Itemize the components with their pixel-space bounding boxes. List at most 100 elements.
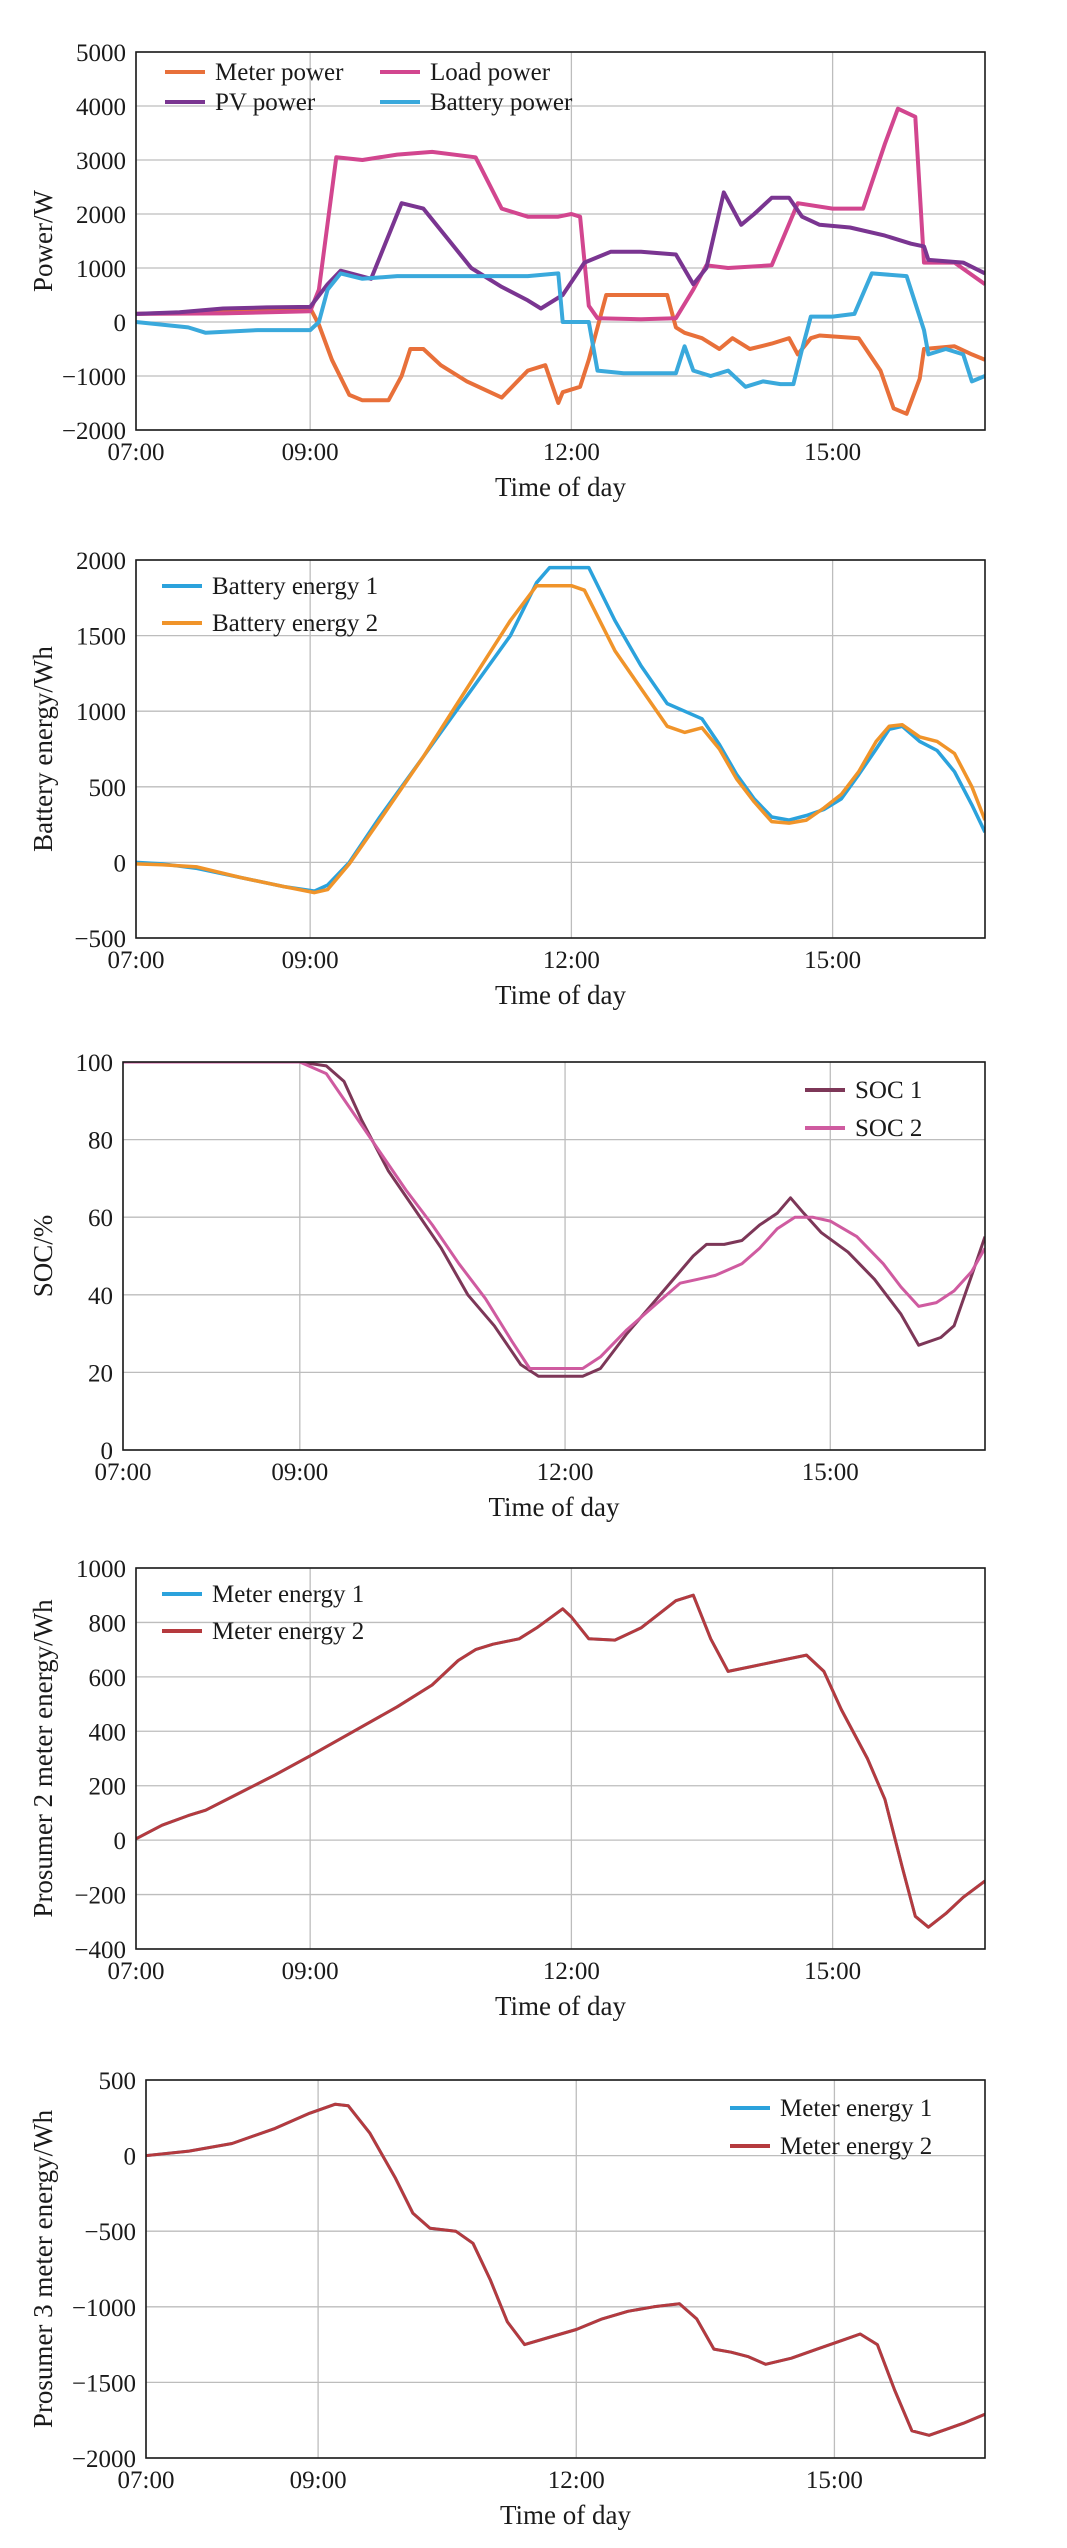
y-tick-label: 600 bbox=[89, 1665, 127, 1692]
series-line-battery-energy-2 bbox=[136, 583, 985, 895]
x-tick-label: 09:00 bbox=[282, 947, 339, 974]
y-axis-label: Prosumer 3 meter energy/Wh bbox=[28, 2109, 58, 2428]
y-tick-label: 400 bbox=[89, 1719, 127, 1746]
y-tick-label: −1500 bbox=[72, 2370, 136, 2397]
legend-label: Meter energy 1 bbox=[780, 2095, 932, 2122]
series-line-soc-1 bbox=[123, 1062, 985, 1378]
y-tick-label: 0 bbox=[101, 1438, 114, 1465]
y-tick-label: −500 bbox=[74, 926, 126, 953]
x-tick-label: 15:00 bbox=[802, 1459, 859, 1486]
y-tick-label: 2000 bbox=[76, 202, 126, 229]
x-tick-label: 15:00 bbox=[804, 1958, 861, 1985]
y-tick-label: 1000 bbox=[76, 1556, 126, 1583]
series-line-meter-power bbox=[136, 293, 985, 416]
chart-3: 100 80 60 40 20 007:00 09:00 12:00 15:00 Time of … bbox=[28, 1050, 986, 1522]
y-tick-label: 1500 bbox=[76, 624, 126, 651]
y-tick-label: 500 bbox=[89, 775, 127, 802]
legend-label: PV power bbox=[215, 89, 316, 116]
series-line-battery-power bbox=[136, 271, 985, 389]
legend-label: Meter energy 2 bbox=[212, 1618, 364, 1645]
y-tick-label: 800 bbox=[89, 1610, 127, 1637]
y-axis-label: Prosumer 2 meter energy/Wh bbox=[28, 1599, 58, 1918]
series-line-load-power bbox=[136, 106, 985, 322]
y-axis-label: Power/W bbox=[28, 190, 58, 292]
y-tick-label: 2000 bbox=[76, 548, 126, 575]
x-axis-label: Time of day bbox=[495, 472, 627, 502]
y-tick-label: −200 bbox=[74, 1883, 126, 1910]
x-axis-label: Time of day bbox=[500, 2500, 632, 2530]
y-tick-label: −1000 bbox=[72, 2295, 136, 2322]
series-line-meter-energy-2 bbox=[146, 2102, 985, 2437]
legend-label: Meter energy 1 bbox=[212, 1581, 364, 1608]
x-tick-label: 07:00 bbox=[118, 2467, 175, 2494]
y-axis-label: SOC/% bbox=[28, 1215, 58, 1298]
y-tick-label: 0 bbox=[114, 310, 127, 337]
x-axis-label: Time of day bbox=[495, 980, 627, 1010]
y-tick-label: 4000 bbox=[76, 94, 126, 121]
x-axis-label: Time of day bbox=[488, 1492, 620, 1522]
series-line-meter-energy-1 bbox=[136, 1593, 985, 1929]
legend-label: SOC 2 bbox=[855, 1115, 922, 1142]
plot-frame bbox=[135, 1567, 986, 1950]
x-tick-label: 07:00 bbox=[108, 439, 165, 466]
legend-label: Battery energy 1 bbox=[212, 573, 378, 600]
legend: Meter power Load power PV power Battery pow… bbox=[165, 59, 573, 116]
series-line-soc-2 bbox=[123, 1062, 985, 1370]
x-tick-label: 12:00 bbox=[543, 947, 600, 974]
y-tick-label: 500 bbox=[99, 2068, 137, 2095]
y-axis-label: Battery energy/Wh bbox=[28, 646, 58, 852]
y-tick-label: 60 bbox=[88, 1205, 113, 1232]
y-tick-label: 0 bbox=[114, 850, 127, 877]
x-tick-label: 09:00 bbox=[282, 1958, 339, 1985]
x-tick-label: 07:00 bbox=[108, 1958, 165, 1985]
legend-label: Load power bbox=[430, 59, 551, 86]
x-tick-label: 12:00 bbox=[537, 1459, 594, 1486]
legend-label: SOC 1 bbox=[855, 1077, 922, 1104]
y-tick-label: 0 bbox=[114, 1828, 127, 1855]
x-tick-label: 07:00 bbox=[95, 1459, 152, 1486]
y-tick-label: 20 bbox=[88, 1360, 113, 1387]
x-tick-label: 07:00 bbox=[108, 947, 165, 974]
legend-label: Battery energy 2 bbox=[212, 610, 378, 637]
y-tick-label: −500 bbox=[84, 2219, 136, 2246]
series-line-meter-energy-2 bbox=[136, 1593, 985, 1929]
legend-label: Battery power bbox=[430, 89, 573, 116]
legend-label: Meter energy 2 bbox=[780, 2133, 932, 2160]
y-tick-label: 1000 bbox=[76, 699, 126, 726]
plot-frame bbox=[145, 2079, 986, 2459]
legend: Battery energy 1 Battery energy 2 bbox=[162, 573, 378, 637]
y-tick-label: 3000 bbox=[76, 148, 126, 175]
y-tick-label: 40 bbox=[88, 1283, 113, 1310]
y-tick-label: −400 bbox=[74, 1937, 126, 1964]
x-axis-label: Time of day bbox=[495, 1991, 627, 2021]
x-tick-label: 15:00 bbox=[804, 947, 861, 974]
plot-frame bbox=[135, 51, 986, 431]
y-tick-label: 0 bbox=[124, 2144, 137, 2171]
plot-frame bbox=[122, 1061, 986, 1451]
y-tick-label: −1000 bbox=[62, 364, 126, 391]
x-tick-label: 12:00 bbox=[548, 2467, 605, 2494]
y-tick-label: −2000 bbox=[72, 2446, 136, 2473]
x-tick-label: 12:00 bbox=[543, 1958, 600, 1985]
plot-frame bbox=[135, 559, 986, 939]
series-line-battery-energy-1 bbox=[136, 565, 985, 893]
y-tick-label: 5000 bbox=[76, 40, 126, 67]
x-tick-label: 15:00 bbox=[806, 2467, 863, 2494]
y-tick-label: 1000 bbox=[76, 256, 126, 283]
x-tick-label: 12:00 bbox=[543, 439, 600, 466]
x-tick-label: 09:00 bbox=[271, 1459, 328, 1486]
legend: Meter energy 1 Meter energy 2 bbox=[730, 2095, 932, 2160]
y-tick-label: 100 bbox=[76, 1050, 114, 1077]
x-tick-label: 15:00 bbox=[804, 439, 861, 466]
y-tick-label: −2000 bbox=[62, 418, 126, 445]
y-tick-label: 80 bbox=[88, 1128, 113, 1155]
legend: Meter energy 1 Meter energy 2 bbox=[162, 1581, 364, 1645]
x-tick-label: 09:00 bbox=[290, 2467, 347, 2494]
legend-label: Meter power bbox=[215, 59, 344, 86]
legend: SOC 1 SOC 2 bbox=[805, 1077, 922, 1142]
